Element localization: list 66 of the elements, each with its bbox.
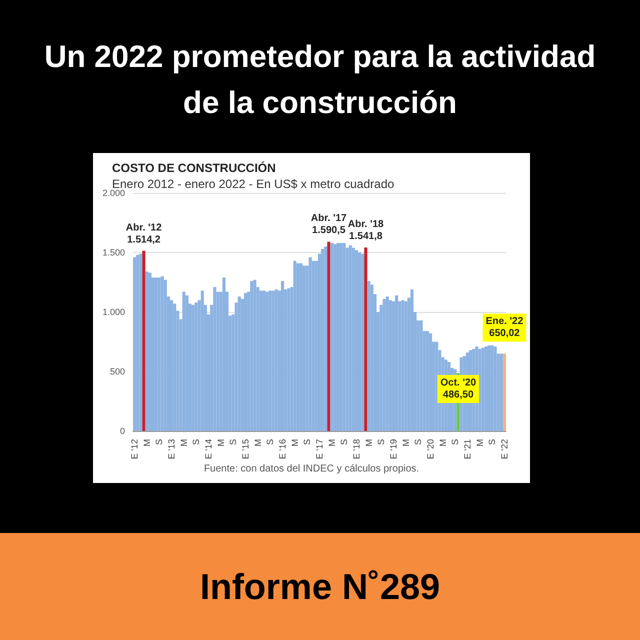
x-tick-label: E '20 xyxy=(425,439,436,460)
x-tick-label: M xyxy=(178,439,189,446)
y-tick-label: 2.000 xyxy=(102,188,125,198)
x-tick-label: M xyxy=(142,439,152,446)
data-label: 486,50 xyxy=(442,390,474,400)
x-tick-label: S xyxy=(339,439,350,446)
x-tick-label: S xyxy=(191,439,202,446)
source-note: Fuente: con datos del INDEC y cálculos propios. xyxy=(204,464,420,474)
x-tick-label: M xyxy=(252,439,263,446)
bar xyxy=(481,348,484,431)
x-tick-label: S xyxy=(487,439,498,446)
x-tick-label: S xyxy=(302,439,312,446)
bar xyxy=(324,246,328,431)
x-tick-label: M xyxy=(290,439,300,446)
x-tick-label: M xyxy=(400,439,411,446)
annotation: Oct. '20 xyxy=(440,378,477,388)
bar xyxy=(367,281,370,431)
data-label: 1.590,5 xyxy=(312,225,346,236)
data-label: 1.514,2 xyxy=(127,234,161,246)
x-tick-label: S xyxy=(413,439,424,446)
bar xyxy=(500,354,503,431)
bar xyxy=(139,254,142,431)
x-tick-label: M xyxy=(438,439,448,446)
x-tick-label: S xyxy=(450,439,460,446)
y-tick-label: 500 xyxy=(110,366,125,376)
x-tick-label: E '17 xyxy=(314,439,324,460)
x-tick-label: M xyxy=(474,439,485,446)
bar xyxy=(327,242,330,431)
bar xyxy=(330,242,334,431)
annotation: Ene. '22 xyxy=(486,316,524,328)
annotation: Abr. '12 xyxy=(126,222,162,234)
data-label: 1.541,8 xyxy=(349,231,383,242)
x-tick-label: E '13 xyxy=(166,439,177,460)
x-tick-label: S xyxy=(154,439,164,446)
x-tick-label: E '12 xyxy=(130,439,140,460)
chart-title: Un 2022 prometedor para la actividad de la construcción xyxy=(43,38,597,122)
text: Enero 2012 - enero 2022 - En US$ x metro cuadrado xyxy=(112,177,394,191)
chart-subtitle: COSTO DE CONSTRUCCIÓN xyxy=(112,161,276,175)
x-tick-label: S xyxy=(376,439,386,446)
x-tick-label: S xyxy=(265,439,276,446)
bar xyxy=(502,354,506,431)
x-tick-label: E '19 xyxy=(388,439,398,460)
x-tick-label: S xyxy=(228,439,238,446)
x-tick-label: E '22 xyxy=(499,439,510,460)
bar xyxy=(364,248,368,431)
x-tick-label: E '16 xyxy=(278,439,288,460)
bar xyxy=(133,257,136,431)
x-tick-label: E '18 xyxy=(351,439,362,460)
x-tick-label: E '15 xyxy=(240,439,251,460)
x-tick-label: M xyxy=(364,439,374,446)
bar xyxy=(361,254,364,431)
annotation: Abr. '17 xyxy=(310,213,348,224)
y-tick-label: 1.000 xyxy=(102,307,125,317)
bar xyxy=(435,342,438,431)
bar xyxy=(142,250,146,431)
x-tick-label: M xyxy=(326,439,337,446)
x-tick-label: E '14 xyxy=(204,439,214,460)
bar xyxy=(145,272,148,431)
y-tick-label: 1.500 xyxy=(102,248,125,258)
bar xyxy=(478,348,482,431)
y-tick-label: 0 xyxy=(120,426,125,436)
x-tick-label: M xyxy=(216,439,226,446)
annotation: Abr. '18 xyxy=(348,219,384,230)
x-tick-label: E '21 xyxy=(462,439,472,460)
data-label: 650,02 xyxy=(489,328,520,340)
text: Informe N˚289 xyxy=(0,533,640,640)
